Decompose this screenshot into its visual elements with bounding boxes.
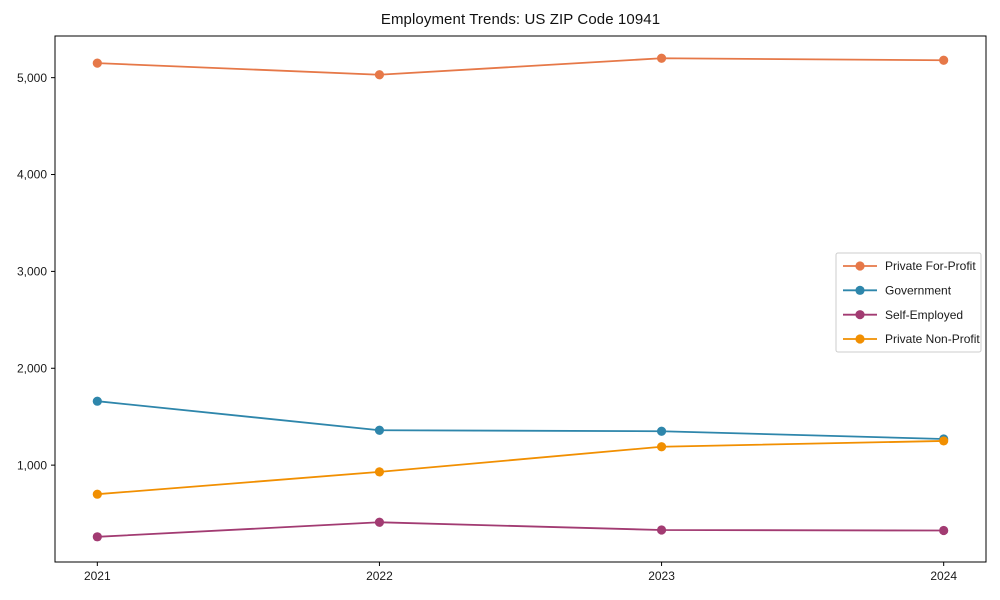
- series-marker-private-non-profit-2023: [656, 442, 667, 452]
- series-marker-private-for-profit-2023: [656, 53, 667, 63]
- legend-label-private-for-profit: Private For-Profit: [885, 259, 976, 273]
- legend-marker-self-employed: [855, 310, 865, 320]
- series-marker-government-2021: [92, 396, 102, 406]
- y-tick-label: 5,000: [17, 71, 47, 85]
- x-tick-label: 2022: [366, 569, 393, 583]
- legend-marker-private-non-profit: [855, 334, 865, 344]
- series-marker-private-non-profit-2022: [374, 467, 385, 477]
- plot-frame: [54, 35, 987, 563]
- y-tick-label: 1,000: [17, 458, 47, 472]
- legend-box: [835, 252, 982, 353]
- series-marker-government-2023: [656, 426, 667, 436]
- legend-marker-government: [855, 285, 865, 295]
- legend-label-private-non-profit: Private Non-Profit: [885, 332, 980, 346]
- series-marker-government-2022: [374, 425, 385, 435]
- y-tick-label: 3,000: [17, 265, 47, 279]
- chart-title: Employment Trends: US ZIP Code 10941: [380, 11, 661, 28]
- x-tick-label: 2021: [84, 569, 111, 583]
- series-line-self-employed: [96, 521, 945, 538]
- series-line-government: [96, 400, 945, 440]
- series-line-private-non-profit: [96, 440, 945, 496]
- legend-label-government: Government: [885, 284, 952, 298]
- series-marker-self-employed-2024: [939, 525, 949, 536]
- legend-marker-private-for-profit: [855, 261, 865, 271]
- series-marker-self-employed-2022: [374, 517, 385, 527]
- legend-label-self-employed: Self-Employed: [885, 308, 963, 322]
- x-tick-label: 2023: [648, 569, 675, 583]
- series-marker-self-employed-2023: [656, 525, 667, 535]
- series-marker-private-non-profit-2024: [939, 436, 949, 446]
- series-marker-private-for-profit-2024: [939, 55, 949, 65]
- y-tick-label: 4,000: [17, 168, 47, 182]
- series-marker-private-non-profit-2021: [92, 489, 102, 499]
- series-marker-private-for-profit-2022: [374, 70, 385, 80]
- series-line-private-for-profit: [96, 57, 945, 76]
- series-marker-self-employed-2021: [92, 532, 102, 542]
- y-tick-label: 2,000: [17, 361, 47, 375]
- series-marker-private-for-profit-2021: [92, 58, 102, 68]
- x-tick-label: 2024: [930, 569, 957, 583]
